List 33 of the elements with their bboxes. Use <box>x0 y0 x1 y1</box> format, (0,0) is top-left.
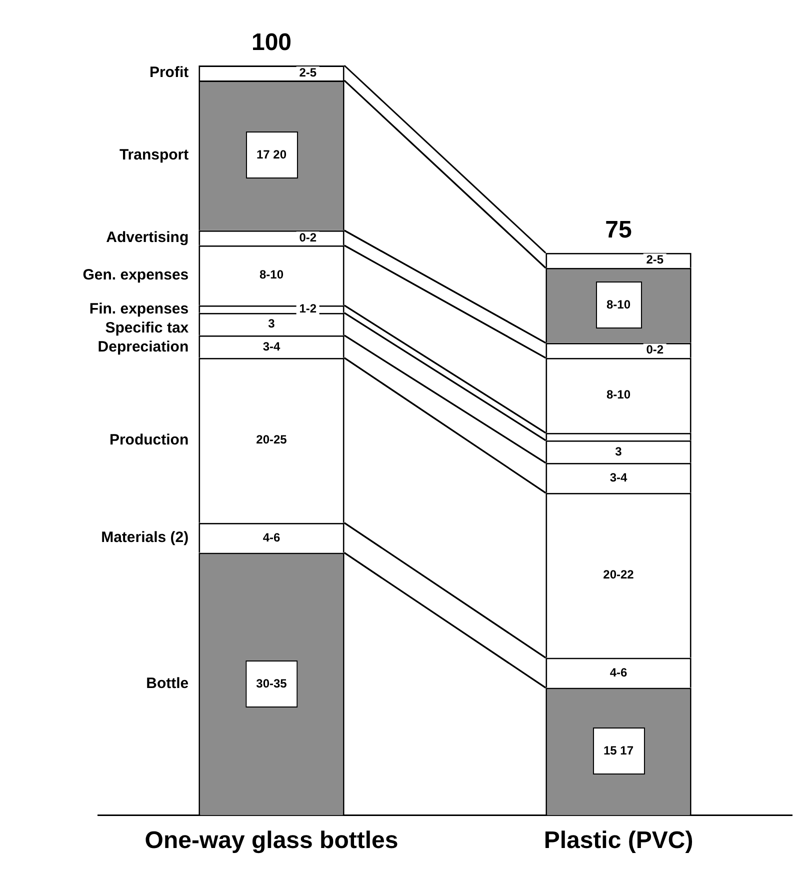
data-label: 8-10 <box>259 268 284 282</box>
data-label: 4-6 <box>262 530 280 544</box>
data-label: 0-2 <box>643 342 667 357</box>
data-label: 3-4 <box>262 339 280 354</box>
data-label: 4-6 <box>610 665 628 680</box>
data-label: 2-5 <box>643 252 667 267</box>
total-label: 100 <box>251 29 292 56</box>
series-label: Advertising <box>106 229 189 246</box>
series-label: Production <box>109 431 189 448</box>
series-label: Materials (2) <box>101 528 189 546</box>
data-label: 1-2 <box>296 302 320 316</box>
series-label: Bottle <box>146 675 189 692</box>
series-label: Profit <box>149 64 189 82</box>
data-label: 3 <box>615 444 622 458</box>
label-box: 8-10 <box>595 282 642 329</box>
data-label: 20-22 <box>603 568 634 582</box>
x-tick-label: Plastic (PVC) <box>544 827 694 854</box>
data-label: 20-25 <box>256 432 287 447</box>
total-label: 75 <box>605 216 632 244</box>
series-label: Fin. expenses <box>89 300 189 318</box>
label-box: 15 17 <box>592 728 645 775</box>
data-label: 3-4 <box>610 470 628 484</box>
series-label: Transport <box>119 146 189 164</box>
data-label: 3 <box>268 316 275 331</box>
data-label: 8-10 <box>606 388 631 402</box>
series-label: Depreciation <box>98 338 189 356</box>
label-box: 17 20 <box>245 132 298 179</box>
series-label: Specific tax <box>105 319 190 336</box>
series-label: Gen. expenses <box>82 266 189 284</box>
x-tick-label: One-way glass bottles <box>144 827 398 854</box>
data-label: 0-2 <box>296 230 320 244</box>
label-box: 30-35 <box>245 660 298 708</box>
data-label: 2-5 <box>296 65 320 80</box>
